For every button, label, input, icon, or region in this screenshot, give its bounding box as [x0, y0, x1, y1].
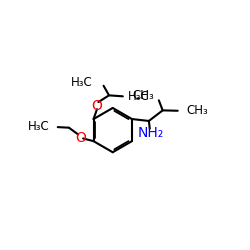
Text: O: O — [92, 99, 102, 113]
Text: NH₂: NH₂ — [138, 126, 164, 140]
Text: H₃C: H₃C — [71, 76, 92, 89]
Text: H₃C: H₃C — [28, 120, 50, 133]
Text: H₃C: H₃C — [128, 90, 149, 104]
Text: CH₃: CH₃ — [132, 89, 154, 102]
Text: CH₃: CH₃ — [186, 104, 208, 117]
Text: O: O — [75, 131, 86, 145]
